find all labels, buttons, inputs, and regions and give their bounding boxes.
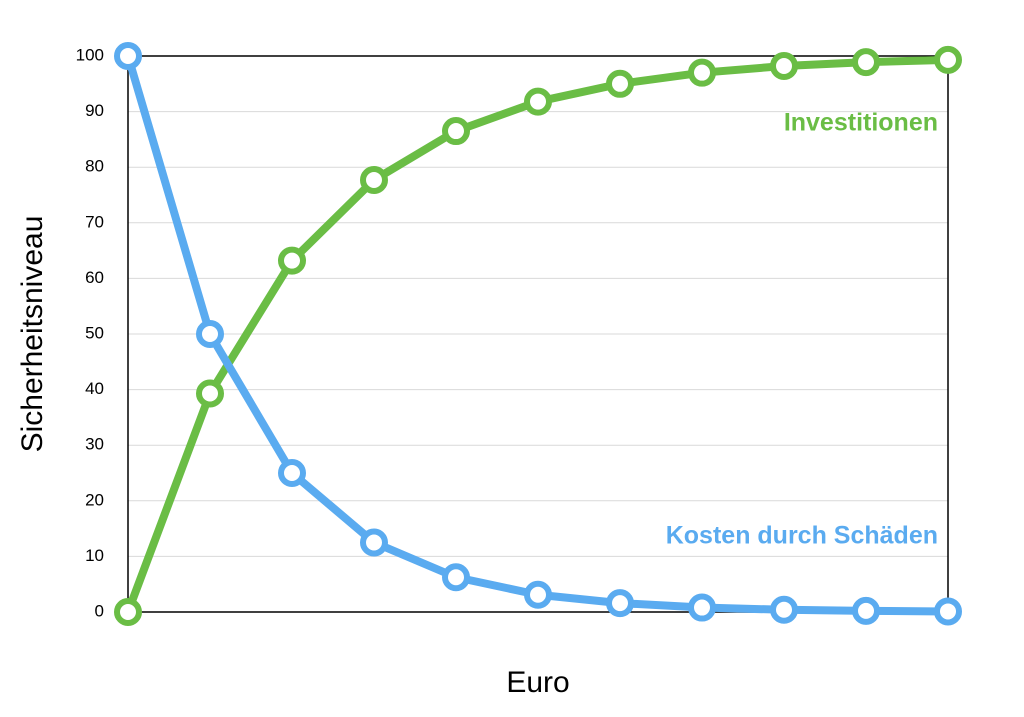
series-label: Kosten durch Schäden (666, 522, 938, 550)
y-tick-label: 70 (85, 212, 104, 231)
plot-frame (127, 55, 949, 613)
data-point (442, 117, 470, 146)
data-point (688, 58, 716, 87)
data-point (524, 87, 552, 116)
data-point (114, 598, 142, 626)
y-tick-label: 80 (85, 157, 104, 176)
data-point (360, 528, 388, 557)
data-point (606, 589, 634, 618)
data-point (688, 593, 716, 622)
y-tick-label: 40 (85, 379, 104, 398)
data-point (770, 52, 798, 81)
data-point (196, 379, 224, 408)
y-tick-label: 60 (85, 268, 104, 287)
data-point (934, 45, 962, 74)
data-point (934, 597, 962, 626)
data-point (852, 48, 880, 77)
y-tick-label: 90 (85, 101, 104, 120)
y-axis-label: Sicherheitsniveau (16, 216, 49, 453)
data-point (278, 459, 306, 487)
x-axis-label: Euro (506, 666, 569, 699)
data-point (770, 595, 798, 624)
data-point (196, 320, 224, 348)
y-tick-label: 0 (95, 601, 104, 620)
y-tick-label: 100 (76, 45, 104, 64)
data-point (606, 69, 634, 98)
data-point (524, 580, 552, 609)
series-label: Investitionen (784, 109, 938, 137)
y-tick-label: 30 (85, 435, 104, 454)
y-tick-label: 20 (85, 490, 104, 509)
data-point (360, 165, 388, 194)
data-point (852, 596, 880, 625)
y-tick-label: 10 (85, 546, 104, 565)
data-point (114, 42, 142, 70)
data-point (278, 246, 306, 275)
y-tick-label: 50 (85, 323, 104, 342)
data-point (442, 563, 470, 592)
